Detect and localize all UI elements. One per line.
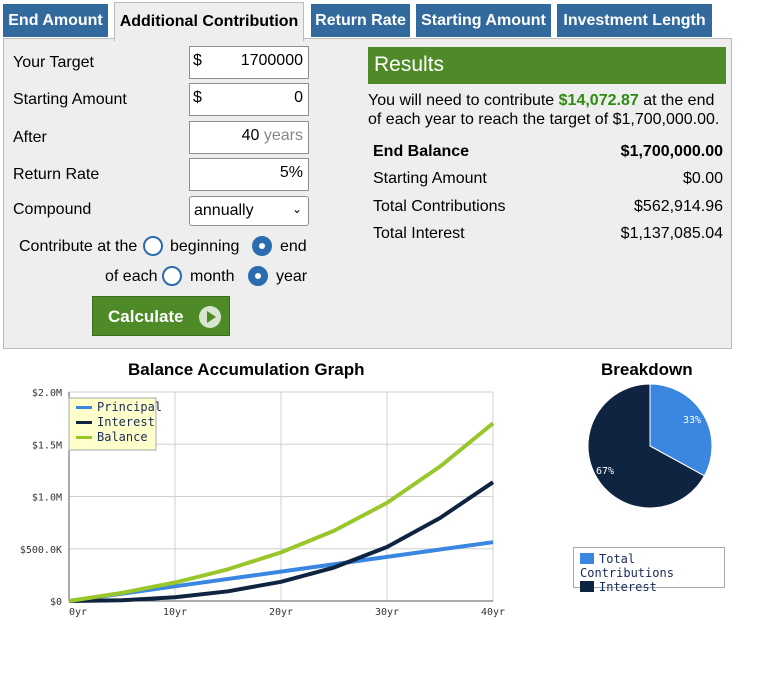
target-input[interactable]: $ 1700000 bbox=[189, 46, 309, 79]
contribution-amount: $14,072.87 bbox=[558, 92, 639, 109]
legend-balance: Balance bbox=[97, 430, 148, 444]
radio-beginning[interactable] bbox=[143, 236, 163, 256]
dollar-prefix: $ bbox=[193, 89, 202, 106]
compound-value: annually bbox=[194, 202, 254, 219]
compound-select[interactable]: annually ⌄ bbox=[189, 196, 309, 226]
x-tick-label: 30yr bbox=[375, 607, 399, 618]
play-icon bbox=[199, 306, 221, 328]
x-tick-label: 0yr bbox=[69, 607, 87, 618]
return-rate-input[interactable]: 5% bbox=[189, 158, 309, 191]
rate-label: Return Rate bbox=[13, 166, 100, 183]
tab-starting-amount[interactable]: Starting Amount bbox=[416, 4, 551, 37]
series-line-interest bbox=[68, 480, 495, 603]
x-tick-label: 10yr bbox=[163, 607, 187, 618]
dollar-prefix: $ bbox=[193, 52, 202, 69]
starting-value: 0 bbox=[294, 89, 303, 106]
tab-end-amount[interactable]: End Amount bbox=[3, 4, 108, 37]
radio-month[interactable] bbox=[162, 266, 182, 286]
legend-swatch-interest bbox=[76, 421, 92, 424]
years-input[interactable]: 40 years bbox=[189, 121, 309, 154]
legend-principal: Principal bbox=[97, 400, 162, 414]
month-label: month bbox=[190, 268, 235, 285]
radio-year[interactable] bbox=[248, 266, 268, 286]
legend-contributions: Total Contributions bbox=[580, 552, 674, 580]
radio-end[interactable] bbox=[252, 236, 272, 256]
y-tick-label: $1.5M bbox=[32, 440, 62, 451]
x-tick-label: 20yr bbox=[269, 607, 293, 618]
pie-slice-contributions bbox=[649, 383, 713, 477]
after-label: After bbox=[13, 129, 47, 146]
balance-chart: $2.0M $1.5M $1.0M $500.0K $0 0yr 10yr 20yr 30yr… bbox=[20, 388, 505, 618]
legend-swatch-balance bbox=[76, 436, 92, 439]
rate-value: 5% bbox=[279, 164, 303, 181]
pie-legend: Total Contributions Interest bbox=[573, 547, 725, 594]
y-tick-label: $1.0M bbox=[32, 493, 62, 504]
results-summary: You will need to contribute $14,072.87 a… bbox=[368, 92, 720, 128]
series-line-balance bbox=[68, 421, 495, 603]
calculate-label: Calculate bbox=[108, 307, 184, 326]
compound-label: Compound bbox=[13, 201, 92, 218]
legend-interest: Interest bbox=[97, 415, 155, 429]
breakdown-pie: 33% 67% bbox=[587, 383, 713, 509]
each-label: of each bbox=[105, 268, 158, 285]
starting-label: Starting Amount bbox=[13, 91, 127, 108]
target-label: Your Target bbox=[13, 54, 94, 71]
tab-investment-length[interactable]: Investment Length bbox=[557, 4, 712, 37]
graph-title: Balance Accumulation Graph bbox=[128, 360, 365, 379]
beginning-label: beginning bbox=[170, 238, 240, 255]
years-value: 40 years bbox=[241, 127, 303, 144]
legend-interest-pie: Interest bbox=[599, 580, 657, 594]
end-label: end bbox=[280, 238, 307, 255]
tab-return-rate[interactable]: Return Rate bbox=[311, 4, 410, 37]
legend-swatch-contrib bbox=[580, 553, 594, 564]
x-tick-label: 40yr bbox=[481, 607, 505, 618]
target-value: 1700000 bbox=[240, 52, 303, 69]
legend-swatch-interest bbox=[580, 581, 594, 592]
year-label: year bbox=[276, 268, 308, 285]
calculate-button[interactable]: Calculate bbox=[92, 296, 230, 336]
legend-swatch-principal bbox=[76, 406, 92, 409]
pie-slice-interest bbox=[587, 383, 706, 509]
calculator-panel: Your Target $ 1700000 Starting Amount $ … bbox=[3, 38, 732, 349]
pie-label-interest: 67% bbox=[596, 466, 614, 477]
chevron-down-icon: ⌄ bbox=[291, 202, 302, 216]
starting-amount-input[interactable]: $ 0 bbox=[189, 83, 309, 116]
y-tick-label: $2.0M bbox=[32, 388, 62, 399]
breakdown-title: Breakdown bbox=[601, 360, 693, 379]
contribute-label: Contribute at the bbox=[19, 238, 138, 255]
y-tick-label: $0 bbox=[50, 597, 62, 608]
tab-additional-contribution[interactable]: Additional Contribution bbox=[114, 2, 304, 41]
pie-label-contrib: 33% bbox=[683, 415, 701, 426]
results-heading: Results bbox=[368, 47, 726, 84]
y-tick-label: $500.0K bbox=[20, 545, 62, 556]
